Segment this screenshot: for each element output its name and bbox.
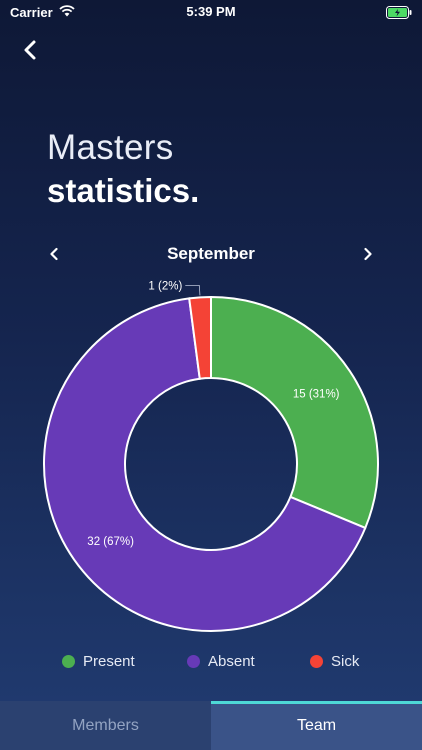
- donut-slice-absent: [43, 297, 367, 632]
- wifi-icon: [59, 4, 75, 20]
- donut-slice-present: [210, 295, 379, 530]
- status-time: 5:39 PM: [186, 4, 236, 19]
- chevron-left-icon: [24, 40, 36, 60]
- data-label-absent: 32 (67%): [87, 536, 134, 548]
- status-bar: Carrier 5:39 PM: [0, 0, 422, 24]
- legend-item-present: Present: [62, 653, 135, 670]
- leader-line-sick: [185, 284, 201, 296]
- legend-label-absent: Absent: [208, 652, 255, 670]
- data-label-present: 15 (31%): [293, 389, 340, 401]
- data-label-sick: 1 (2%): [148, 280, 182, 292]
- month-nav: September: [40, 240, 382, 268]
- donut-slice-sick: [188, 295, 212, 380]
- next-month-button[interactable]: [354, 240, 382, 268]
- back-button[interactable]: [14, 34, 46, 66]
- legend-label-present: Present: [83, 652, 135, 670]
- legend-label-sick: Sick: [331, 652, 360, 670]
- legend-dot-absent: [187, 654, 200, 668]
- battery-icon: [386, 5, 412, 19]
- tab-members[interactable]: Members: [0, 701, 211, 750]
- legend-dot-sick: [310, 654, 323, 668]
- legend-item-absent: Absent: [187, 653, 255, 670]
- previous-month-button[interactable]: [40, 240, 68, 268]
- chart-legend: Present Absent Sick: [0, 648, 422, 674]
- month-label: September: [167, 244, 255, 263]
- status-left: Carrier: [10, 5, 75, 20]
- carrier-label: Carrier: [10, 4, 53, 20]
- page-title-bold: statistics.: [47, 172, 200, 209]
- tab-team[interactable]: Team: [211, 701, 422, 750]
- attendance-donut-chart: 15 (31%) 32 (67%) 1 (2%): [43, 280, 379, 632]
- chevron-right-icon: [364, 247, 372, 261]
- chevron-left-icon: [50, 247, 58, 261]
- page-title-light: Masters: [47, 128, 174, 167]
- legend-dot-present: [62, 654, 75, 668]
- tab-bar: Members Team: [0, 701, 422, 750]
- legend-item-sick: Sick: [310, 653, 359, 670]
